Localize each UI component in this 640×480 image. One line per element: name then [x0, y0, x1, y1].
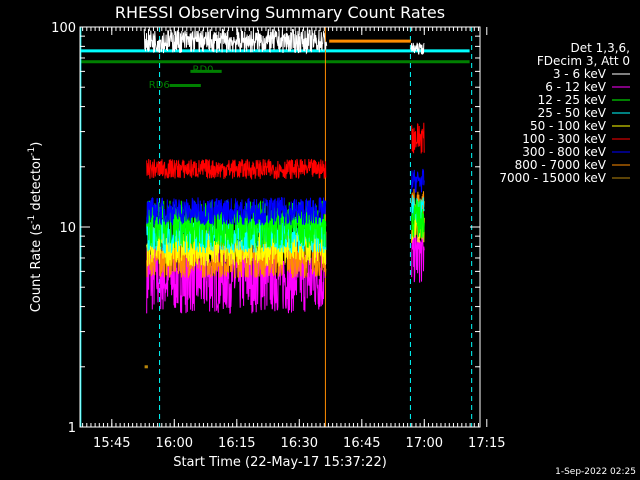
- legend-label-6: 300 - 800 keV: [522, 145, 606, 159]
- legend-label-5: 100 - 300 keV: [522, 132, 606, 146]
- series-6: [146, 168, 425, 226]
- series-6-seg-1: [411, 168, 425, 193]
- series-0-seg-1: [410, 42, 425, 55]
- legend-label-4: 50 - 100 keV: [530, 119, 607, 133]
- x-axis-label: Start Time (22-May-17 15:37:22): [173, 455, 387, 470]
- x-tick-label-1: 16:00: [156, 436, 193, 451]
- series-5-seg-1: [411, 122, 425, 154]
- y-tick-label-2: 100: [51, 21, 76, 36]
- chart-title: RHESSI Observing Summary Count Rates: [115, 3, 445, 22]
- footer-date: 1-Sep-2022 02:25: [555, 467, 636, 477]
- legend-header-1: Det 1,3,6,: [571, 41, 631, 55]
- legend-label-3: 25 - 50 keV: [538, 106, 607, 120]
- y-axis-label-sup2: -1: [27, 147, 37, 156]
- y-axis-label-sup1: -1: [27, 215, 37, 224]
- x-tick-label-6: 17:15: [468, 436, 505, 451]
- x-tick-label-2: 16:15: [218, 436, 255, 451]
- x-tick-label-3: 16:30: [281, 436, 318, 451]
- x-axis: 15:45 16:00 16:15 16:30 16:45 17:00 17:15: [82, 27, 506, 451]
- flag-label-0: RD0: [193, 65, 214, 76]
- y-axis-label: Count Rate (s-1 detector-1): [27, 142, 44, 313]
- legend-label-0: 3 - 6 keV: [553, 67, 607, 81]
- y-tick-label-1: 10: [59, 221, 76, 236]
- series-5: [146, 122, 425, 181]
- y-tick-label-0: 1: [68, 421, 76, 436]
- x-tick-label-0: 15:45: [93, 436, 130, 451]
- legend-header-2: FDecim 3, Att 0: [537, 54, 630, 68]
- plot-area: RD0RD6: [80, 27, 473, 427]
- series-0-seg-0: [143, 28, 328, 55]
- x-tick-label-5: 17:00: [406, 436, 443, 451]
- series-2-seg-1: [411, 199, 425, 238]
- y-axis: 1 10 100: [51, 21, 480, 436]
- series-5-seg-0: [146, 158, 327, 181]
- y-axis-label-mid: detector: [29, 155, 44, 215]
- series-0: [143, 28, 425, 55]
- y-axis-label-end: ): [29, 142, 44, 147]
- y-axis-label-main: Count Rate (s: [29, 224, 44, 313]
- legend-label-1: 6 - 12 keV: [545, 80, 607, 94]
- legend-label-8: 7000 - 15000 keV: [499, 171, 606, 185]
- legend-label-7: 800 - 7000 keV: [515, 158, 607, 172]
- series-8: [144, 365, 148, 369]
- series-6-seg-0: [146, 197, 327, 226]
- legend-label-2: 12 - 25 keV: [538, 93, 607, 107]
- x-tick-label-4: 16:45: [343, 436, 380, 451]
